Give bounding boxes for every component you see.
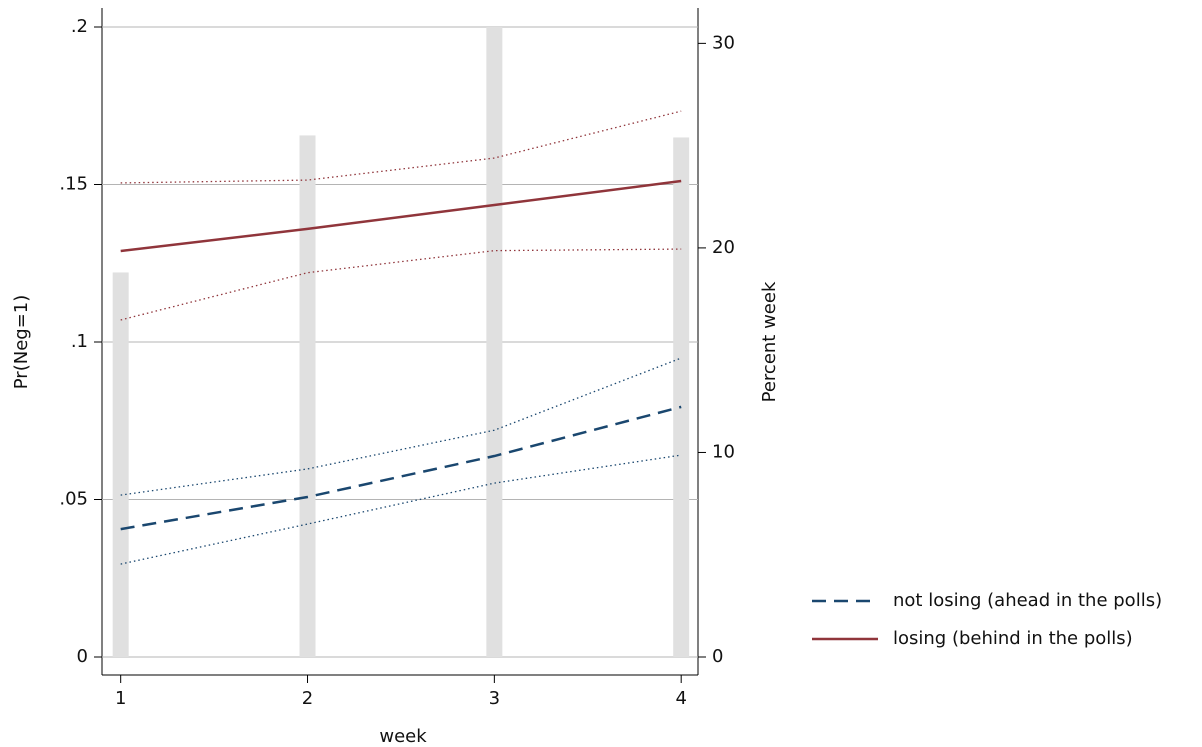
bar xyxy=(486,27,503,657)
y2-axis-title: Percent week xyxy=(759,281,780,402)
y2-tick-label: 10 xyxy=(712,441,735,462)
x-axis-title: week xyxy=(379,726,427,747)
y2-tick-label: 0 xyxy=(712,646,723,667)
y-tick-label: .15 xyxy=(59,174,88,195)
x-tick-label: 1 xyxy=(115,688,126,709)
series-line xyxy=(120,179,682,253)
ci-lower xyxy=(120,248,682,321)
legend-label: losing (behind in the polls) xyxy=(893,628,1133,649)
legend-label: not losing (ahead in the polls) xyxy=(893,590,1162,611)
x-tick-label: 4 xyxy=(675,688,686,709)
ci-upper xyxy=(120,357,682,496)
bar xyxy=(112,272,129,657)
y-tick-label: .2 xyxy=(71,16,88,37)
ci-upper xyxy=(120,110,682,184)
x-tick-label: 2 xyxy=(302,688,313,709)
series-line xyxy=(120,405,682,531)
y-tick-label: .05 xyxy=(59,489,88,510)
y-tick-label: 0 xyxy=(77,646,88,667)
y2-tick-label: 30 xyxy=(712,32,735,53)
ci-lower xyxy=(120,454,682,565)
y-tick-label: .1 xyxy=(71,331,88,352)
bar xyxy=(299,135,316,658)
x-tick-label: 3 xyxy=(489,688,500,709)
y-axis-title: Pr(Neg=1) xyxy=(11,295,32,389)
bar xyxy=(673,137,690,658)
y2-tick-label: 20 xyxy=(712,237,735,258)
